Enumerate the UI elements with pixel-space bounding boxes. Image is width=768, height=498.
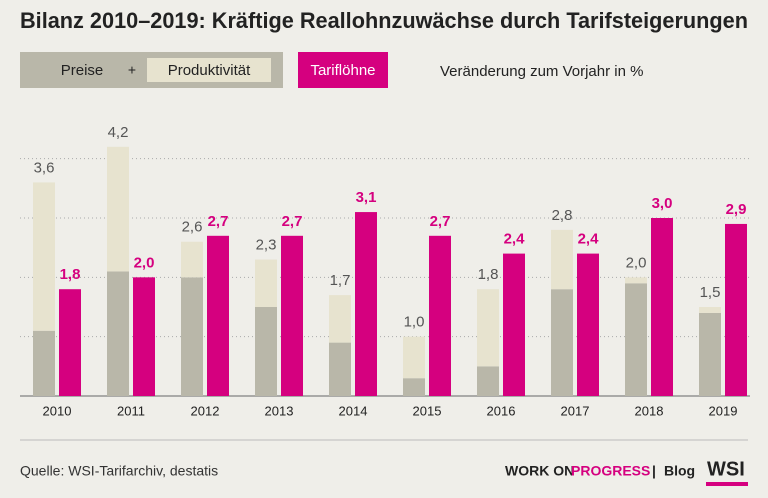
bar-segment [551,229,573,290]
bar-segment [33,330,55,396]
bar [577,253,599,396]
brand: WORK ON [505,463,574,479]
bar-segment [403,336,425,379]
subtitle: Veränderung zum Vorjahr in % [440,63,643,80]
total-label: 3,6 [34,159,55,176]
bar-segment [477,366,499,396]
source: Quelle: WSI-Tarifarchiv, destatis [20,463,218,479]
value-label: 2,0 [134,254,155,271]
total-label: 1,7 [330,272,351,289]
x-tick-label: 2013 [265,403,294,418]
bar-segment [477,289,499,367]
bar-segment [181,241,203,278]
bar-segment [33,182,55,331]
bar [429,235,451,396]
bar-segment [699,312,721,396]
x-tick-label: 2012 [191,403,220,418]
bar-segment [699,307,721,313]
chart-title: Bilanz 2010–2019: Kräftige Reallohnzuwäc… [20,8,748,33]
x-tick-label: 2014 [339,403,368,418]
bar-segment [403,378,425,396]
blog: Blog [664,463,695,479]
x-tick-label: 2016 [487,403,516,418]
bar [207,235,229,396]
total-label: 1,5 [700,284,721,301]
bar [133,277,155,396]
bar-segment [625,277,647,284]
logo-bar [706,482,748,486]
value-label: 2,9 [726,201,747,218]
value-label: 2,7 [282,213,303,230]
bar-segment [107,271,129,396]
x-tick-label: 2018 [635,403,664,418]
legend-label: Preise [61,62,104,79]
x-tick-label: 2011 [117,403,145,418]
bar-segment [107,146,129,272]
bar-segment [255,259,277,307]
value-label: 3,1 [356,189,377,206]
legend-swatch [46,58,118,82]
total-label: 2,3 [256,237,277,254]
bar-segment [255,307,277,396]
total-label: 2,6 [182,219,203,236]
value-label: 1,8 [60,266,81,283]
bar [355,212,377,396]
bar [281,235,303,396]
total-label: 2,8 [552,207,573,224]
bar [59,289,81,396]
bar-segment [181,277,203,396]
x-tick-label: 2019 [709,403,738,418]
legend-box [298,52,388,88]
total-label: 1,0 [404,314,425,331]
bar [725,223,747,396]
total-label: 1,8 [478,266,499,283]
bar [503,253,525,396]
bar-segment [551,289,573,396]
legend-label: Produktivität [168,62,251,79]
legend-label: Tariflöhne [310,62,375,79]
total-label: 4,2 [108,124,129,141]
bar-segment [625,283,647,396]
value-label: 2,7 [430,213,451,230]
x-tick-label: 2017 [561,403,590,418]
legend-joiner: + [128,62,136,78]
legend-swatch [147,58,271,82]
value-label: 2,7 [208,213,229,230]
value-label: 3,0 [652,195,673,212]
brand: PROGRESS [571,463,650,479]
value-label: 2,4 [578,231,600,248]
separator: | [652,463,656,479]
x-tick-label: 2010 [43,403,72,418]
logo: WSI [707,458,745,480]
value-label: 2,4 [504,231,526,248]
total-label: 2,0 [626,254,647,271]
bar [651,218,673,396]
bar-segment [329,295,351,343]
x-tick-label: 2015 [413,403,442,418]
bar-segment [329,342,351,396]
